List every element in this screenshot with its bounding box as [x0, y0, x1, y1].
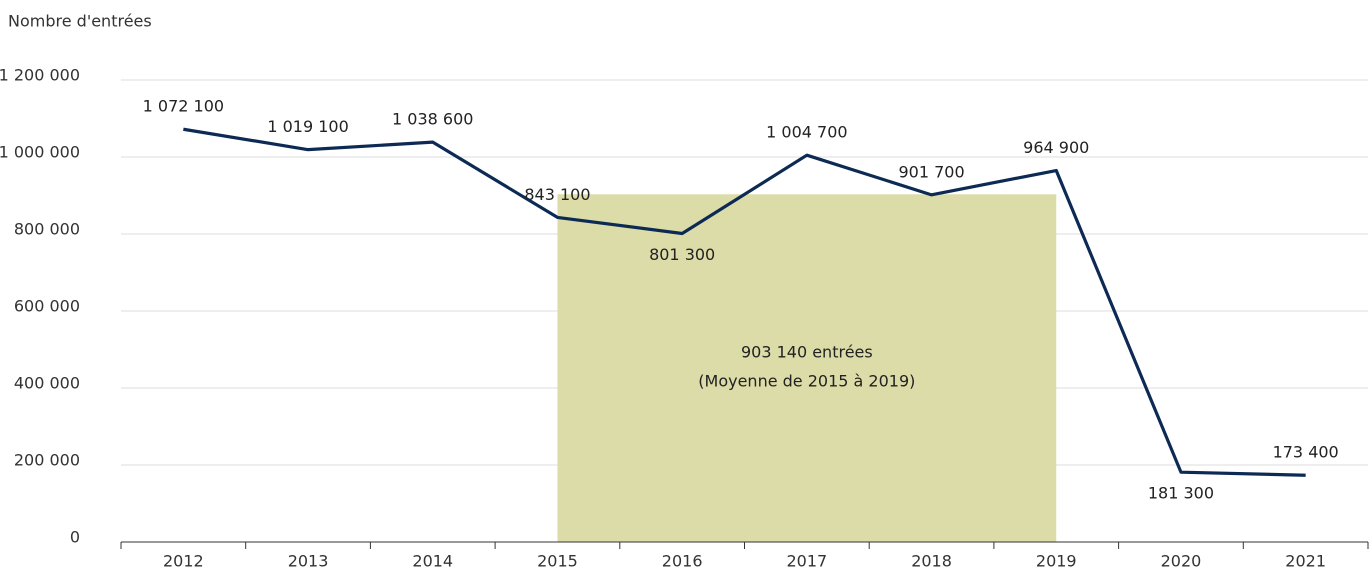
data-label: 181 300	[1148, 484, 1214, 503]
y-axis-title: Nombre d'entrées	[8, 12, 152, 31]
data-label: 1 004 700	[766, 123, 847, 142]
average-area	[557, 194, 1057, 542]
x-tick-label: 2020	[1161, 552, 1202, 571]
y-tick-label: 1 000 000	[0, 143, 80, 162]
y-tick-label: 800 000	[14, 220, 80, 239]
x-tick-label: 2014	[412, 552, 453, 571]
x-tick-label: 2013	[288, 552, 329, 571]
data-label: 901 700	[898, 162, 964, 181]
x-tick-label: 2018	[911, 552, 952, 571]
data-label: 801 300	[649, 245, 715, 264]
data-label: 843 100	[524, 185, 590, 204]
x-tick-label: 2021	[1285, 552, 1326, 571]
x-tick-label: 2019	[1036, 552, 1077, 571]
y-tick-label: 1 200 000	[0, 66, 80, 85]
x-tick-label: 2012	[163, 552, 204, 571]
y-tick-label: 200 000	[14, 451, 80, 470]
y-tick-label: 0	[70, 528, 80, 547]
data-label: 1 072 100	[143, 97, 224, 116]
x-tick-label: 2016	[662, 552, 703, 571]
y-tick-label: 600 000	[14, 297, 80, 316]
data-label: 1 038 600	[392, 110, 473, 129]
average-note: (Moyenne de 2015 à 2019)	[698, 372, 915, 391]
data-label: 173 400	[1273, 443, 1339, 462]
x-tick-label: 2015	[537, 552, 578, 571]
average-label: 903 140 entrées	[741, 343, 873, 362]
data-label: 1 019 100	[267, 117, 348, 136]
line	[183, 127, 1306, 477]
x-tick-label: 2017	[786, 552, 827, 571]
data-label: 964 900	[1023, 138, 1089, 157]
y-tick-label: 400 000	[14, 374, 80, 393]
